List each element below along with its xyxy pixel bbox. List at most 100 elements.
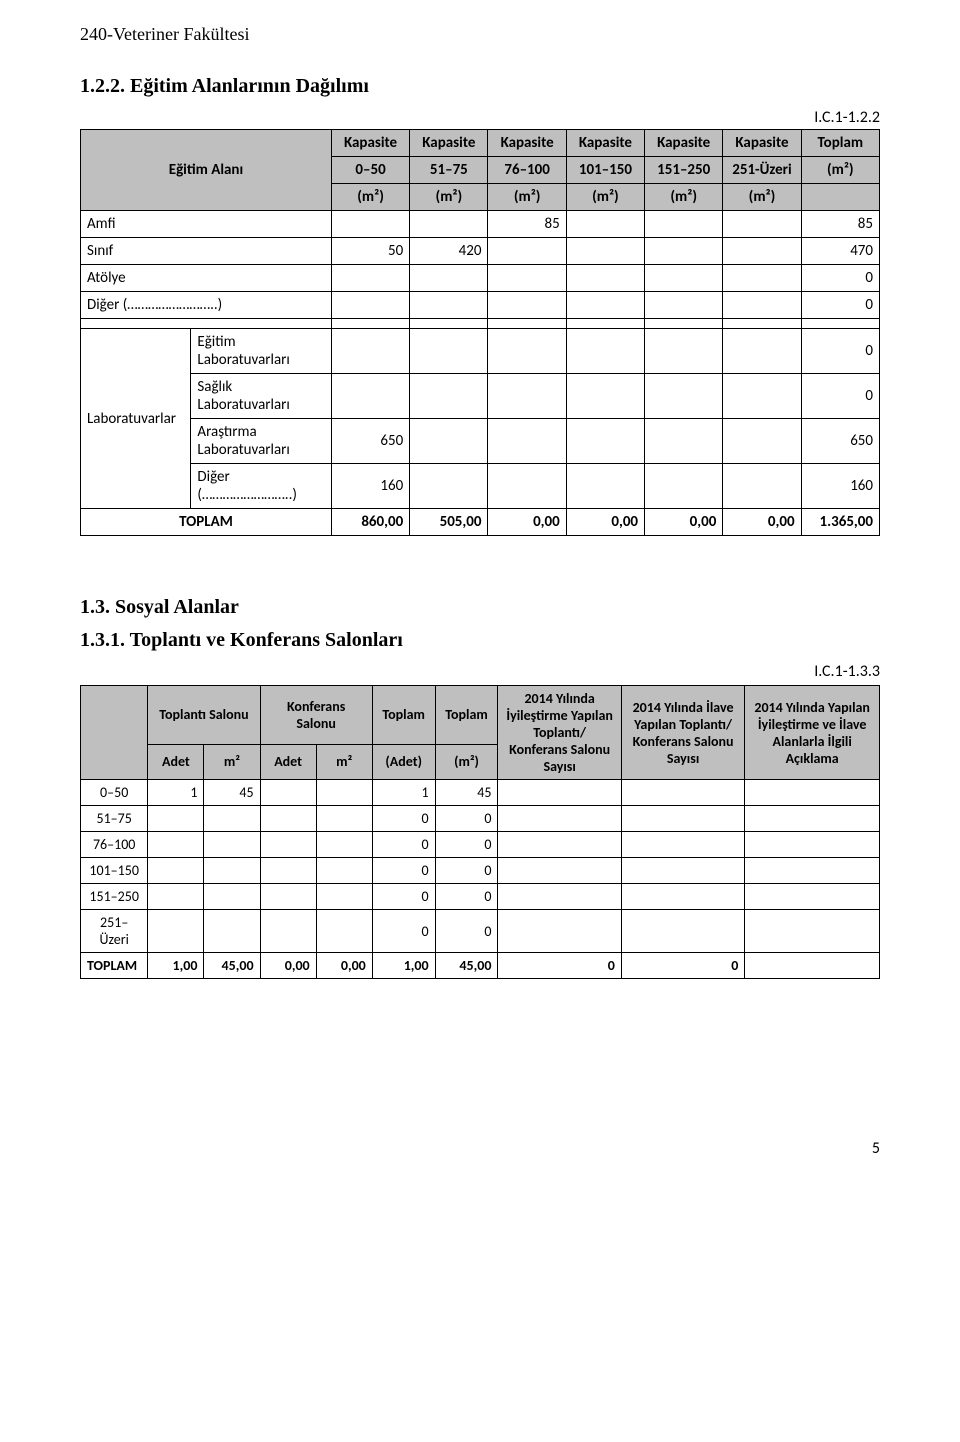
cell xyxy=(566,329,644,374)
cell xyxy=(566,292,644,319)
cell: 1 xyxy=(148,780,204,806)
th-range-1: 51–75 xyxy=(410,157,488,184)
cell xyxy=(260,832,316,858)
cell xyxy=(645,292,723,319)
cell: 0 xyxy=(372,910,435,953)
total-cell: 1,00 xyxy=(148,953,204,979)
cell xyxy=(498,910,621,953)
cell xyxy=(645,211,723,238)
cell: 420 xyxy=(410,238,488,265)
th-ilave: 2014 Yılında İlave Yapılan Toplantı/ Kon… xyxy=(621,686,744,780)
total-cell: 860,00 xyxy=(331,509,409,536)
cell xyxy=(148,806,204,832)
th-egitim-alani: Eğitim Alanı xyxy=(81,130,332,211)
cell xyxy=(410,464,488,509)
cell xyxy=(645,464,723,509)
table-122-code: I.C.1-1.2.2 xyxy=(80,108,880,127)
th-adet: Adet xyxy=(148,744,204,779)
th-m2-paren: (m²) xyxy=(435,744,498,779)
cell xyxy=(645,419,723,464)
th-cap-5: Kapasite xyxy=(723,130,801,157)
total-row: TOPLAM 1,00 45,00 0,00 0,00 1,00 45,00 0… xyxy=(81,953,880,979)
cell xyxy=(745,858,880,884)
cell: 85 xyxy=(488,211,566,238)
table-row: Diğer (……………………..) 160 160 xyxy=(81,464,880,509)
cell xyxy=(488,329,566,374)
cell xyxy=(645,238,723,265)
cell xyxy=(488,419,566,464)
total-cell: 0 xyxy=(621,953,744,979)
table-row: 76–100 0 0 xyxy=(81,832,880,858)
cell xyxy=(260,806,316,832)
row-total: 0 xyxy=(801,374,879,419)
cell xyxy=(723,292,801,319)
th-unit-2: (m²) xyxy=(488,184,566,211)
cell xyxy=(260,910,316,953)
row-range: 151–250 xyxy=(81,884,148,910)
cell xyxy=(410,211,488,238)
row-total: 85 xyxy=(801,211,879,238)
cell xyxy=(621,780,744,806)
cell: 0 xyxy=(372,884,435,910)
total-label: TOPLAM xyxy=(81,953,148,979)
cell xyxy=(621,832,744,858)
cell xyxy=(645,265,723,292)
row-label: Araştırma Laboratuvarları xyxy=(191,419,332,464)
section-13-title: 1.3. Sosyal Alanlar xyxy=(80,596,880,619)
table-row: Diğer (……………………..) 0 xyxy=(81,292,880,319)
th-m2: m² xyxy=(204,744,260,779)
table-row: 101–150 0 0 xyxy=(81,858,880,884)
cell xyxy=(316,884,372,910)
total-cell: 45,00 xyxy=(204,953,260,979)
cell xyxy=(260,858,316,884)
th-unit-5: (m²) xyxy=(723,184,801,211)
cell xyxy=(566,211,644,238)
total-cell: 0,00 xyxy=(723,509,801,536)
table-row: 251–Üzeri 0 0 xyxy=(81,910,880,953)
cell xyxy=(723,464,801,509)
cell xyxy=(723,211,801,238)
cell xyxy=(723,329,801,374)
cell xyxy=(488,238,566,265)
cell: 0 xyxy=(372,858,435,884)
cell: 0 xyxy=(435,884,498,910)
cell xyxy=(316,910,372,953)
cell xyxy=(410,292,488,319)
th-range-0: 0–50 xyxy=(331,157,409,184)
th-range-4: 151–250 xyxy=(645,157,723,184)
cell xyxy=(488,464,566,509)
cell xyxy=(621,858,744,884)
cell xyxy=(331,265,409,292)
cell xyxy=(723,265,801,292)
cell: 0 xyxy=(435,910,498,953)
total-cell: 45,00 xyxy=(435,953,498,979)
total-cell: 505,00 xyxy=(410,509,488,536)
row-label: Diğer (……………………..) xyxy=(191,464,332,509)
table-row: Laboratuvarlar Eğitim Laboratuvarları 0 xyxy=(81,329,880,374)
cell xyxy=(566,374,644,419)
table-row: Sağlık Laboratuvarları 0 xyxy=(81,374,880,419)
cell xyxy=(645,374,723,419)
cell xyxy=(148,858,204,884)
table-row: 151–250 0 0 xyxy=(81,884,880,910)
cell xyxy=(204,884,260,910)
th-blank xyxy=(81,686,148,780)
th-blank xyxy=(801,184,879,211)
page-number: 5 xyxy=(80,1139,880,1158)
cell xyxy=(316,780,372,806)
cell xyxy=(621,884,744,910)
cell: 1 xyxy=(372,780,435,806)
section-131-title: 1.3.1. Toplantı ve Konferans Salonları xyxy=(80,629,880,652)
row-label: Sınıf xyxy=(81,238,332,265)
th-range-3: 101–150 xyxy=(566,157,644,184)
th-adet-paren: (Adet) xyxy=(372,744,435,779)
cell xyxy=(204,806,260,832)
cell xyxy=(723,238,801,265)
cell xyxy=(566,238,644,265)
table-131-code: I.C.1-1.3.3 xyxy=(80,662,880,681)
cell xyxy=(204,910,260,953)
row-label: Diğer (……………………..) xyxy=(81,292,332,319)
row-label: Eğitim Laboratuvarları xyxy=(191,329,332,374)
row-total: 0 xyxy=(801,329,879,374)
grand-total: 1.365,00 xyxy=(801,509,879,536)
